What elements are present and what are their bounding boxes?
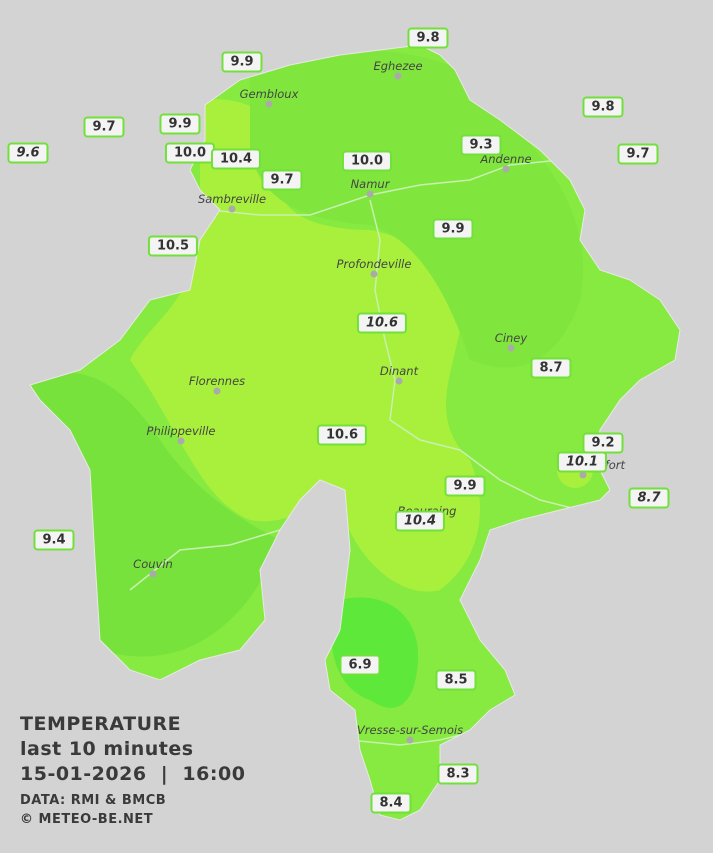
city-label: Vresse-sur-Semois [356,723,464,737]
city-label: Couvin [133,557,173,571]
city-label: Namur [350,177,390,191]
station-label: 9.9 [221,51,263,73]
city-label: Sambreville [197,192,267,206]
station-label: 8.4 [370,792,412,814]
station-label: 9.7 [261,169,303,191]
station-label: 8.7 [530,357,572,379]
city-dot [370,270,378,278]
city-dot [502,165,510,173]
station-label: 9.2 [582,432,624,454]
city-dot [228,205,236,213]
station-label: 6.9 [339,654,381,676]
city-label: Ciney [494,331,528,345]
legend: TEMPERATURE last 10 minutes 15-01-2026 |… [20,712,245,829]
city-dot [213,387,221,395]
city-label: Dinant [379,364,419,378]
city-dot [394,72,402,80]
legend-copyright: © METEO-BE.NET [20,812,154,827]
legend-datetime: 15-01-2026 | 16:00 [20,763,246,785]
station-label: 8.3 [437,763,479,785]
city-label: Eghezee [373,59,423,73]
legend-subtitle: last 10 minutes [20,738,194,760]
city-dot [395,377,403,385]
city-dot [366,190,374,198]
station-label: 10.0 [341,150,393,172]
city-dot [507,344,515,352]
station-label: 8.5 [435,669,477,691]
city-label: Gembloux [239,87,299,101]
city-label: Florennes [188,374,246,388]
station-label: 10.0 [164,142,216,164]
city-dot [265,100,273,108]
legend-source: DATA: RMI & BMCB [20,793,167,808]
station-label: 10.6 [316,424,368,446]
station-label: 10.4 [394,510,446,532]
city-label: Profondeville [336,257,412,271]
station-label: 9.8 [582,96,624,118]
station-label: 9.6 [7,142,49,164]
station-label: 9.7 [617,143,659,165]
city-dot [579,471,587,479]
station-label: 9.8 [407,27,449,49]
legend-title: TEMPERATURE [20,713,182,735]
city-label: Andenne [480,152,532,166]
city-dot [149,570,157,578]
station-label: 10.1 [556,451,608,473]
station-label: 9.9 [159,113,201,135]
station-label: 9.7 [83,116,125,138]
station-label: 10.5 [147,235,199,257]
station-label: 9.3 [460,134,502,156]
station-label: 9.9 [432,218,474,240]
city-label: Philippeville [146,424,216,438]
station-label: 8.7 [628,487,670,509]
station-label: 9.4 [33,529,75,551]
station-label: 9.9 [444,475,486,497]
city-dot [406,736,414,744]
station-label: 10.6 [356,312,408,334]
station-label: 10.4 [210,148,262,170]
city-dot [177,437,185,445]
